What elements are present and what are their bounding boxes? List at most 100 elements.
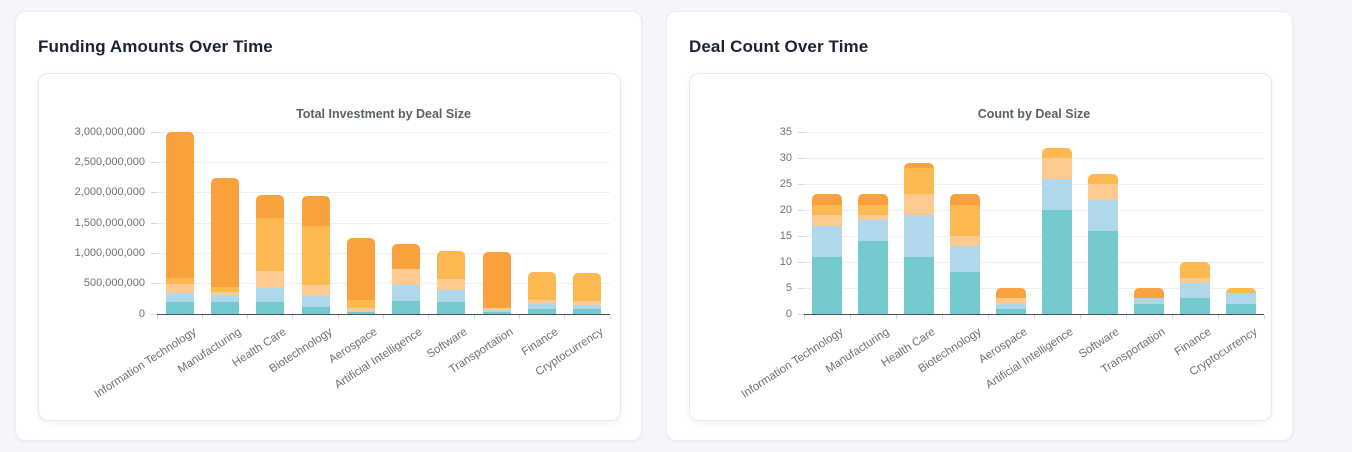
bar-segment-deal-size-orange[interactable] [482, 251, 511, 308]
bar-segment-deal-size-teal[interactable] [1088, 230, 1118, 314]
bar-segment-deal-size-light-blue[interactable] [858, 220, 888, 242]
bar-segment-deal-size-amber[interactable] [528, 271, 557, 301]
bar-segment-deal-size-amber[interactable] [346, 300, 375, 308]
stacked-bar-aerospace[interactable] [996, 288, 1026, 314]
bar-segment-deal-size-teal[interactable] [812, 256, 842, 314]
bar-segment-deal-size-pale-orange[interactable] [1180, 277, 1210, 283]
stacked-bar-software[interactable] [437, 250, 466, 314]
bar-segment-deal-size-orange[interactable] [392, 243, 421, 269]
stacked-bar-health-care[interactable] [256, 195, 285, 314]
bar-segment-deal-size-pale-orange[interactable] [165, 284, 194, 293]
bar-segment-deal-size-teal[interactable] [346, 312, 375, 314]
bar-segment-deal-size-amber[interactable] [301, 225, 330, 285]
bar-segment-deal-size-light-blue[interactable] [256, 287, 285, 303]
bar-segment-deal-size-light-blue[interactable] [1042, 178, 1072, 210]
bar-segment-deal-size-pale-orange[interactable] [346, 307, 375, 311]
stacked-bar-transportation[interactable] [1134, 288, 1164, 314]
bar-segment-deal-size-teal[interactable] [996, 308, 1026, 314]
stacked-bar-finance[interactable] [528, 271, 557, 314]
stacked-bar-health-care[interactable] [904, 163, 934, 314]
bar-segment-deal-size-pale-orange[interactable] [392, 268, 421, 286]
stacked-bar-manufacturing[interactable] [858, 194, 888, 314]
bar-segment-deal-size-teal[interactable] [528, 308, 557, 314]
bar-segment-deal-size-light-blue[interactable] [1180, 282, 1210, 299]
bar-segment-deal-size-amber[interactable] [165, 277, 194, 285]
bar-segment-deal-size-pale-orange[interactable] [950, 235, 980, 247]
bar-segment-deal-size-pale-orange[interactable] [573, 300, 602, 306]
bar-segment-deal-size-orange[interactable] [210, 177, 239, 287]
bar-segment-deal-size-pale-orange[interactable] [1042, 157, 1072, 179]
bar-segment-deal-size-pale-orange[interactable] [996, 298, 1026, 304]
bar-segment-deal-size-teal[interactable] [1042, 209, 1072, 314]
bar-segment-deal-size-pale-orange[interactable] [437, 278, 466, 291]
stacked-bar-cryptocurrency[interactable] [573, 272, 602, 314]
stacked-bar-manufacturing[interactable] [210, 177, 239, 315]
bar-segment-deal-size-light-blue[interactable] [950, 246, 980, 273]
stacked-bar-finance[interactable] [1180, 262, 1210, 314]
bar-segment-deal-size-light-blue[interactable] [165, 292, 194, 303]
bar-segment-deal-size-teal[interactable] [437, 301, 466, 314]
bar-segment-deal-size-light-blue[interactable] [996, 303, 1026, 309]
bar-segment-deal-size-light-blue[interactable] [1226, 293, 1256, 304]
bar-segment-deal-size-amber[interactable] [573, 272, 602, 301]
bar-segment-deal-size-light-blue[interactable] [573, 305, 602, 309]
bar-segment-deal-size-teal[interactable] [1134, 303, 1164, 314]
bar-segment-deal-size-teal[interactable] [392, 300, 421, 314]
bar-segment-deal-size-orange[interactable] [256, 195, 285, 218]
bar-segment-deal-size-light-blue[interactable] [812, 225, 842, 257]
bar-segment-deal-size-orange[interactable] [858, 194, 888, 205]
bar-segment-deal-size-pale-orange[interactable] [904, 194, 934, 216]
bar-segment-deal-size-teal[interactable] [950, 272, 980, 314]
bar-segment-deal-size-pale-orange[interactable] [301, 284, 330, 297]
stacked-bar-aerospace[interactable] [346, 238, 375, 314]
bar-segment-deal-size-teal[interactable] [1226, 303, 1256, 314]
bar-segment-deal-size-pale-orange[interactable] [210, 291, 239, 295]
stacked-bar-information-technology[interactable] [812, 194, 842, 314]
stacked-bar-artificial-intelligence[interactable] [1042, 147, 1072, 314]
bar-segment-deal-size-teal[interactable] [573, 308, 602, 314]
bar-segment-deal-size-teal[interactable] [256, 302, 285, 314]
bar-segment-deal-size-teal[interactable] [301, 307, 330, 314]
stacked-bar-artificial-intelligence[interactable] [392, 243, 421, 314]
bar-segment-deal-size-light-blue[interactable] [904, 215, 934, 257]
stacked-bar-biotechnology[interactable] [301, 195, 330, 314]
bar-segment-deal-size-amber[interactable] [1042, 147, 1072, 158]
stacked-bar-software[interactable] [1088, 173, 1118, 314]
funding-chart-plot[interactable]: Total Investment by Deal Size 0 500,000,00… [39, 74, 620, 420]
bar-segment-deal-size-teal[interactable] [210, 302, 239, 314]
bar-segment-deal-size-teal[interactable] [165, 302, 194, 314]
bar-segment-deal-size-pale-orange[interactable] [482, 307, 511, 310]
bar-segment-deal-size-amber[interactable] [1180, 262, 1210, 278]
stacked-bar-transportation[interactable] [482, 251, 511, 314]
stacked-bar-biotechnology[interactable] [950, 194, 980, 314]
bar-segment-deal-size-light-blue[interactable] [392, 285, 421, 301]
bar-segment-deal-size-amber[interactable] [858, 204, 888, 216]
bar-segment-deal-size-orange[interactable] [996, 288, 1026, 299]
bar-segment-deal-size-orange[interactable] [1134, 288, 1164, 299]
bar-segment-deal-size-teal[interactable] [1180, 298, 1210, 314]
bar-segment-deal-size-orange[interactable] [950, 194, 980, 205]
stacked-bar-cryptocurrency[interactable] [1226, 288, 1256, 314]
deal-count-chart-plot[interactable]: Count by Deal Size 0 5 10 15 20 25 30 35 Informat… [690, 74, 1271, 420]
bar-segment-deal-size-light-blue[interactable] [482, 309, 511, 313]
bar-segment-deal-size-teal[interactable] [482, 312, 511, 314]
bar-segment-deal-size-pale-orange[interactable] [528, 300, 557, 304]
bar-segment-deal-size-orange[interactable] [904, 163, 934, 169]
bar-segment-deal-size-pale-orange[interactable] [256, 271, 285, 288]
bar-segment-deal-size-light-blue[interactable] [437, 290, 466, 302]
bar-segment-deal-size-amber[interactable] [256, 217, 285, 272]
bar-segment-deal-size-amber[interactable] [1226, 288, 1256, 294]
bar-segment-deal-size-pale-orange[interactable] [812, 215, 842, 226]
bar-segment-deal-size-teal[interactable] [904, 256, 934, 314]
stacked-bar-information-technology[interactable] [165, 132, 194, 314]
bar-segment-deal-size-pale-orange[interactable] [858, 215, 888, 221]
bar-segment-deal-size-teal[interactable] [858, 241, 888, 314]
bar-segment-deal-size-amber[interactable] [812, 204, 842, 216]
bar-segment-deal-size-light-blue[interactable] [301, 296, 330, 308]
bar-segment-deal-size-amber[interactable] [950, 204, 980, 236]
bar-segment-deal-size-amber[interactable] [1088, 173, 1118, 184]
bar-segment-deal-size-orange[interactable] [301, 195, 330, 226]
bar-segment-deal-size-amber[interactable] [437, 250, 466, 279]
bar-segment-deal-size-amber[interactable] [210, 286, 239, 292]
bar-segment-deal-size-light-blue[interactable] [528, 303, 557, 309]
